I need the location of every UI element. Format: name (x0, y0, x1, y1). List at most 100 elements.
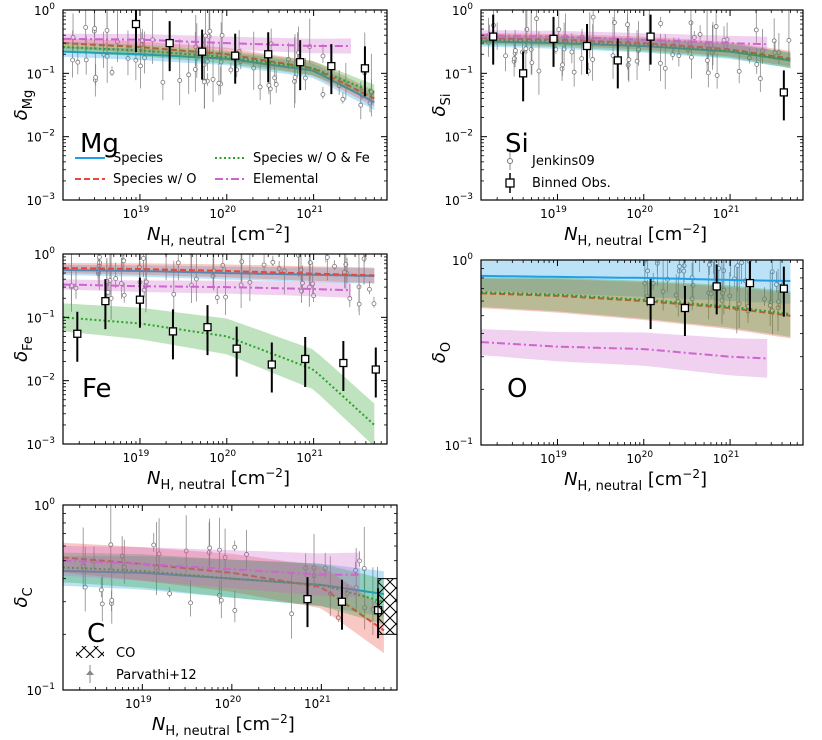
xtick-label: 1020 (626, 205, 653, 221)
legend-si: Jenkins09 Binned Obs. (505, 152, 611, 193)
obs-point (92, 26, 98, 31)
binned-point (267, 360, 276, 369)
obs-point (569, 49, 575, 55)
obs-point (276, 266, 282, 272)
obs-point (636, 46, 641, 52)
obs-point (270, 259, 276, 265)
binned-point (680, 303, 690, 313)
obs-point (786, 37, 792, 43)
binned-point (101, 297, 110, 306)
plot-area-o (481, 250, 791, 378)
panel-mg: 100 10−1 10−2 10−3 1019 1020 1021 NH, neutral [… (11, 2, 388, 249)
line-elemental (63, 283, 352, 292)
obs-point (207, 545, 213, 551)
obs-point (307, 260, 313, 265)
obs-point (214, 295, 220, 300)
obs-point (735, 250, 739, 254)
legend-label: Species w/ O (113, 172, 197, 187)
band-species-w-o-fe (481, 277, 791, 337)
plot-area-c (63, 505, 385, 654)
obs-point (222, 555, 228, 560)
obs-point (332, 263, 337, 269)
obs-point (358, 102, 364, 108)
obs-point (289, 611, 294, 617)
band-elemental (481, 329, 768, 378)
obs-point (340, 96, 346, 102)
co-hatch-region (377, 578, 398, 635)
obs-point (141, 287, 147, 293)
binned-point (203, 322, 212, 332)
obs-point (681, 268, 687, 274)
obs-point (133, 57, 139, 63)
obs-point (311, 293, 316, 299)
obs-point (626, 57, 632, 63)
x-axis-label: NH, neutral [cm−2] (147, 222, 290, 249)
obs-point (571, 69, 577, 75)
obs-point (512, 56, 517, 62)
ytick-label: 10−3 (444, 192, 473, 208)
x-axis-label: NH, neutral [cm−2] (147, 466, 290, 493)
obs-point (362, 605, 368, 611)
obs-point (257, 84, 263, 90)
legend-swatch (505, 178, 515, 188)
obs-point (192, 67, 198, 72)
ytick-label: 100 (34, 2, 55, 18)
binned-point (337, 597, 347, 606)
obs-point (736, 301, 742, 307)
obs-point (707, 262, 712, 268)
obs-point (731, 250, 735, 254)
obs-point (523, 46, 529, 52)
band-species (481, 36, 791, 69)
obs-point (311, 565, 317, 571)
obs-point (658, 60, 663, 66)
band-species-w-o-fe (481, 34, 791, 69)
obs-point (186, 72, 192, 78)
obs-point (757, 76, 763, 81)
obs-point (217, 547, 222, 553)
obs-point (177, 78, 183, 83)
obs-point (713, 251, 717, 255)
obs-point (714, 73, 720, 78)
obs-point (141, 255, 146, 261)
obs-point (658, 21, 664, 26)
obs-point (528, 47, 534, 52)
y-axis-label: δMg (11, 90, 36, 120)
ytick-label: 10−3 (26, 192, 55, 208)
axes-frame (480, 259, 804, 446)
obs-point (118, 281, 124, 286)
obs-point (559, 66, 565, 72)
obs-point (367, 286, 372, 292)
obs-point (513, 48, 518, 53)
legend-c: CO Parvathi+12 (76, 646, 197, 683)
obs-point (205, 58, 210, 64)
obs-point (125, 56, 131, 61)
obs-point (371, 301, 377, 307)
line-elemental (63, 37, 351, 47)
obs-point (536, 68, 542, 74)
line-species (63, 268, 375, 277)
obs-point (670, 52, 676, 57)
binned-point (135, 295, 145, 304)
binned-point (168, 327, 178, 336)
line-species (63, 570, 385, 596)
line-species-w-o (63, 267, 375, 277)
obs-point (762, 296, 767, 302)
obs-point (324, 255, 330, 260)
obs-point (688, 20, 694, 26)
band-species-w-o-fe (63, 303, 375, 444)
xtick-label: 1020 (209, 205, 236, 221)
xtick-label: 1021 (296, 205, 323, 221)
obs-point (121, 292, 127, 298)
axes-frame (480, 9, 804, 201)
obs-point (760, 48, 765, 54)
obs-point (292, 74, 298, 80)
line-species-w-o-fe (481, 38, 791, 62)
obs-point (691, 35, 697, 40)
obs-point (771, 38, 777, 44)
line-species-w-o (481, 292, 791, 317)
obs-point (160, 79, 166, 85)
obs-point (320, 92, 326, 97)
legend-swatch (507, 158, 513, 164)
xtick-label: 1021 (713, 450, 740, 466)
ytick-label: 100 (452, 2, 473, 18)
